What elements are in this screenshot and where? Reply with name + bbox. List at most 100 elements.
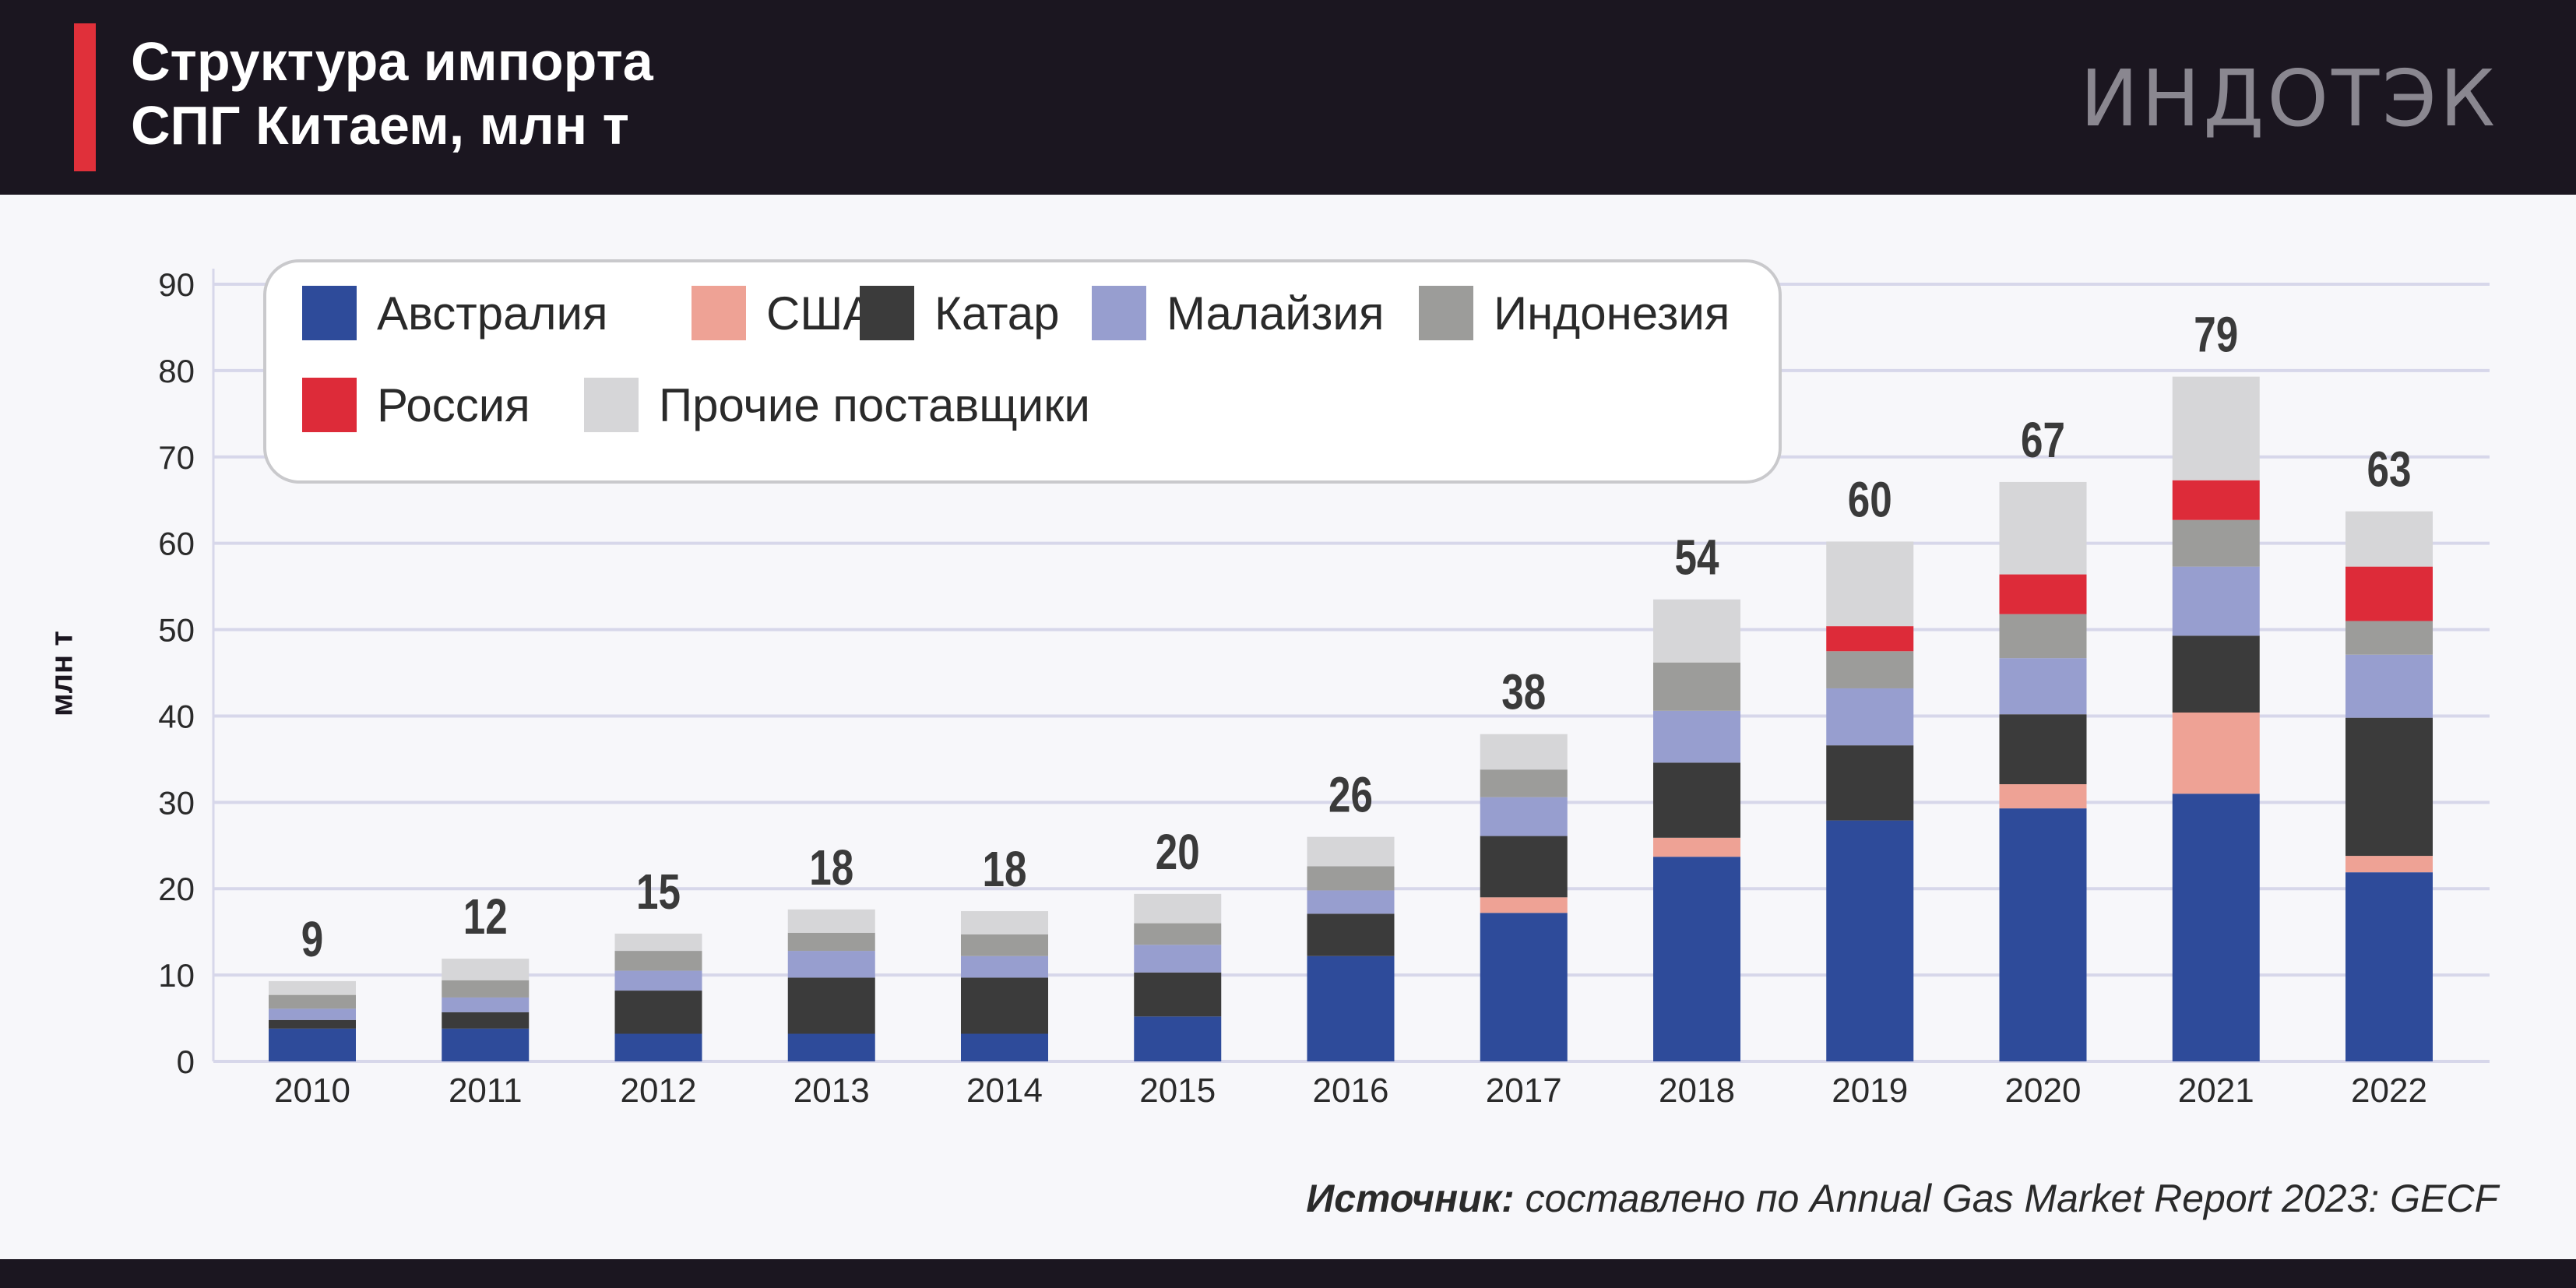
x-tick-label: 2013 [794, 1072, 870, 1110]
bar-segment-Австралия [442, 1028, 530, 1061]
y-tick-label: 80 [158, 353, 195, 389]
bar-segment-Австралия [2172, 794, 2260, 1061]
bar-segment-Австралия [1307, 955, 1395, 1061]
total-label: 67 [2021, 413, 2065, 469]
total-label: 26 [1328, 768, 1373, 823]
bar-segment-Малайзия [1999, 658, 2087, 715]
bar-segment-Катар [2345, 717, 2433, 857]
bar-segment-США [1999, 784, 2087, 809]
legend-item: Россия [302, 378, 530, 432]
bar-segment-Катар [1480, 836, 1568, 898]
bar-segment-Австралия [1134, 1016, 1222, 1061]
bar-segment-Прочие поставщики [2345, 511, 2433, 567]
total-label: 54 [1675, 530, 1719, 586]
bar-segment-Индонезия [787, 932, 875, 952]
x-tick-label: 2015 [1139, 1072, 1216, 1110]
bar-segment-Малайзия [2345, 654, 2433, 718]
legend-label: Прочие поставщики [659, 378, 1090, 431]
legend-swatch [302, 286, 357, 340]
bar-segment-Индонезия [2345, 621, 2433, 655]
bar-segment-Индонезия [1826, 651, 1914, 688]
bar-segment-Прочие поставщики [614, 933, 702, 952]
bar-segment-США [2172, 713, 2260, 794]
x-tick-label: 2021 [2178, 1072, 2254, 1110]
accent-bar [74, 23, 96, 171]
bar-segment-Австралия [787, 1033, 875, 1061]
title-line-1: Структура импорта [131, 31, 653, 92]
bar-segment-Австралия [1826, 820, 1914, 1061]
bar-segment-Прочие поставщики [1826, 541, 1914, 627]
bar-segment-Австралия [1999, 808, 2087, 1061]
y-tick-label: 20 [158, 871, 195, 907]
bar-segment-Катар [961, 977, 1048, 1034]
bar-segment-Австралия [2345, 872, 2433, 1061]
total-label: 12 [463, 890, 508, 945]
bar-segment-Катар [1826, 745, 1914, 821]
bar-segment-Малайзия [2172, 566, 2260, 636]
bar-segment-Индонезия [1307, 866, 1395, 891]
total-label: 38 [1501, 665, 1546, 720]
bar-segment-Австралия [269, 1028, 356, 1061]
legend-label: Австралия [377, 287, 608, 340]
total-label: 20 [1156, 825, 1200, 881]
total-label: 18 [809, 841, 853, 896]
legend-label: Россия [377, 378, 530, 431]
legend-swatch [302, 378, 357, 432]
chart-title: Структура импорта СПГ Китаем, млн т [131, 30, 653, 157]
total-label: 15 [636, 865, 681, 920]
x-tick-label: 2010 [274, 1072, 350, 1110]
bar-segment-Австралия [1653, 857, 1740, 1061]
x-tick-label: 2011 [449, 1072, 523, 1110]
bar-segment-Индонезия [1653, 662, 1740, 711]
bar-segment-Россия [1826, 626, 1914, 652]
bar-segment-Индонезия [614, 951, 702, 971]
bar-segment-Катар [1307, 913, 1395, 956]
y-tick-label: 0 [177, 1043, 195, 1080]
footer-bar [0, 1259, 2576, 1288]
legend-item: США [692, 286, 874, 340]
legend-label: Катар [934, 287, 1060, 340]
y-tick-label: 40 [158, 698, 195, 734]
bar-segment-Россия [1999, 574, 2087, 614]
bar-segment-Малайзия [1653, 710, 1740, 763]
bar-segment-Индонезия [2172, 519, 2260, 567]
total-label: 60 [1848, 473, 1892, 528]
y-axis-label: млн т [44, 631, 79, 716]
y-tick-label: 90 [158, 266, 195, 303]
bar-segment-Индонезия [1999, 614, 2087, 659]
legend-swatch [692, 286, 746, 340]
y-tick-label: 10 [158, 957, 195, 994]
source-note: Источник: составлено по Annual Gas Marke… [1306, 1176, 2498, 1221]
bar-segment-Малайзия [961, 955, 1048, 978]
title-line-2: СПГ Китаем, млн т [131, 95, 629, 156]
legend-swatch [1419, 286, 1473, 340]
bar-segment-Прочие поставщики [1134, 893, 1222, 924]
bar-segment-Катар [269, 1019, 356, 1029]
y-tick-label: 50 [158, 612, 195, 649]
bar-segment-Малайзия [1307, 890, 1395, 914]
bar-segment-Австралия [961, 1033, 1048, 1061]
bar-segment-Катар [1134, 972, 1222, 1017]
bar-segment-Малайзия [1480, 797, 1568, 836]
total-label: 79 [2194, 308, 2238, 363]
bar-segment-США [1480, 897, 1568, 913]
total-label: 9 [301, 913, 323, 968]
legend-swatch [584, 378, 639, 432]
bar-segment-Россия [2345, 566, 2433, 621]
bar-segment-Малайзия [1826, 688, 1914, 746]
y-tick-label: 70 [158, 439, 195, 476]
x-tick-label: 2022 [2351, 1072, 2427, 1110]
bar-segment-США [2345, 856, 2433, 873]
bar-segment-Катар [442, 1012, 530, 1029]
bar-segment-Прочие поставщики [787, 909, 875, 933]
bar-segment-Прочие поставщики [1653, 599, 1740, 663]
bar-segment-Катар [1653, 762, 1740, 838]
bar-segment-Индонезия [442, 980, 530, 998]
legend-item: Австралия [302, 286, 607, 340]
legend-item: Малайзия [1092, 286, 1384, 340]
bar-segment-Малайзия [442, 997, 530, 1012]
legend-swatch [860, 286, 914, 340]
x-tick-label: 2019 [1832, 1072, 1908, 1110]
total-label: 63 [2367, 442, 2412, 498]
